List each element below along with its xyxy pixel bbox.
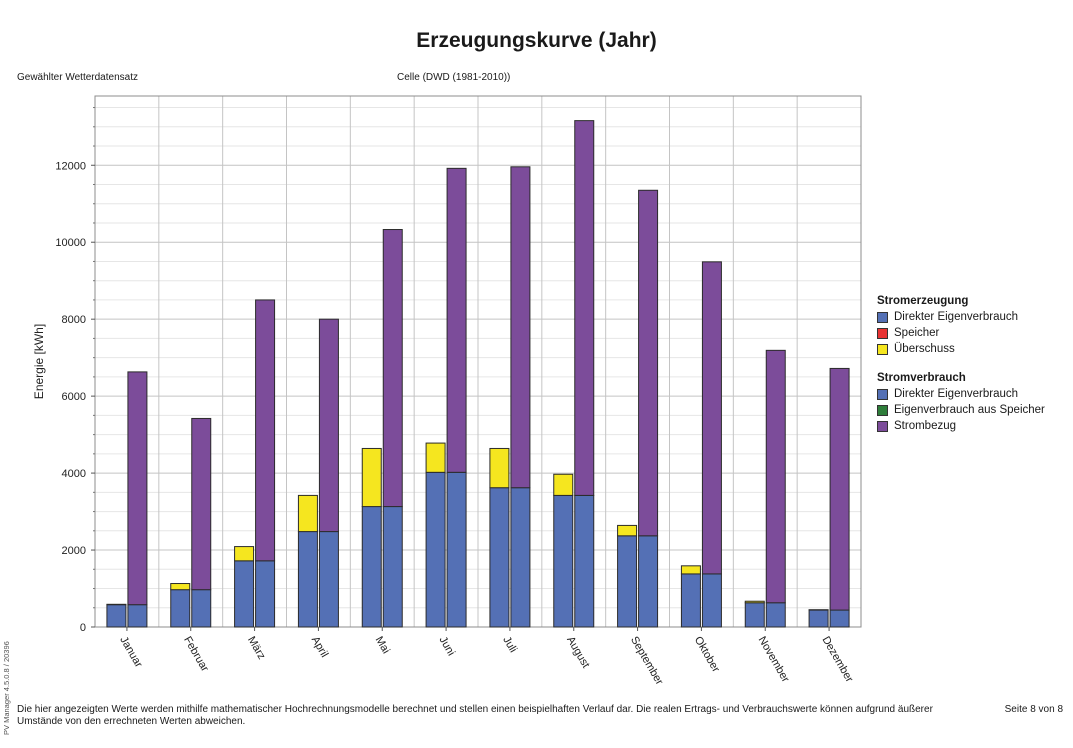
x-tick-label: November [756, 635, 792, 685]
bar-consumption-grid [701, 261, 722, 575]
legend-label: Strombezug [894, 420, 957, 432]
legend-item-generation-direct: Direkter Eigenverbrauch [877, 309, 1045, 325]
bar-consumption-direct [255, 560, 276, 628]
chart-title: Erzeugungskurve (Jahr) [416, 29, 657, 52]
weather-dataset-value: Celle (DWD (1981-2010)) [397, 72, 511, 83]
legend-swatch-surplus [877, 343, 888, 355]
x-tick-label: April [309, 635, 330, 660]
legend: Stromerzeugung Direkter Eigenverbrauch S… [877, 295, 1045, 434]
bar-generation-surplus [617, 524, 638, 537]
weather-dataset-label: Gewählter Wetterdatensatz [17, 72, 138, 83]
y-tick-label: 10000 [55, 237, 86, 249]
y-axis-label: Energie [kWh] [32, 324, 46, 399]
bar-consumption-direct [446, 471, 467, 628]
bar-chart: 0 2000 4000 6000 8000 10000 12000 Energie [kWh]… [32, 95, 862, 688]
bar-consumption-grid [446, 167, 467, 473]
bar-generation-direct [170, 589, 191, 628]
bar-consumption-grid [127, 371, 148, 606]
bar-generation-surplus [170, 583, 191, 591]
bar-consumption-direct [127, 604, 148, 628]
legend-label: Speicher [894, 327, 940, 339]
bar-consumption-grid [382, 229, 403, 508]
bar-generation-surplus [744, 600, 765, 604]
legend-swatch-storage-consumption [877, 404, 888, 416]
x-tick-label: Juli [500, 635, 519, 655]
legend-swatch-storage [877, 327, 888, 339]
bar-consumption-direct [765, 602, 786, 628]
bar-generation-direct [361, 506, 382, 628]
x-tick-label: August [564, 635, 592, 671]
bar-generation-surplus [297, 494, 318, 533]
bar-consumption-direct [382, 506, 403, 628]
bar-generation-surplus [234, 546, 255, 562]
bar-consumption-grid [765, 349, 786, 604]
bar-generation-direct [744, 602, 765, 628]
bar-consumption-direct [829, 609, 850, 628]
y-tick-label: 8000 [62, 314, 86, 326]
legend-label: Eigenverbrauch aus Speicher [894, 404, 1045, 416]
bar-consumption-grid [829, 367, 850, 611]
y-tick-label: 0 [80, 622, 86, 634]
x-tick-label: Februar [181, 635, 211, 675]
legend-label: Direkter Eigenverbrauch [894, 311, 1019, 323]
legend-label: Überschuss [894, 343, 955, 355]
bar-generation-direct [106, 604, 127, 628]
bar-consumption-grid [318, 318, 339, 533]
bar-consumption-direct [574, 494, 595, 628]
plot-frame [94, 95, 862, 628]
legend-item-generation-surplus: Überschuss [877, 341, 1045, 357]
bar-generation-direct [425, 471, 446, 628]
legend-item-generation-storage: Speicher [877, 325, 1045, 341]
bar-consumption-grid [510, 166, 531, 489]
page-number: Seite 8 von 8 [1004, 704, 1063, 715]
bar-consumption-direct [638, 535, 659, 628]
bar-generation-direct [680, 573, 701, 628]
x-tick-label: Dezember [819, 635, 855, 685]
legend-group-consumption: Stromverbrauch [877, 372, 966, 384]
legend-item-consumption-direct: Direkter Eigenverbrauch [877, 386, 1045, 402]
version-label: PV Manager 4.5.0.8 / 20396 [2, 641, 11, 735]
y-tick-label: 4000 [62, 468, 86, 480]
x-tick-label: September [628, 635, 665, 688]
bar-generation-surplus [361, 447, 382, 508]
bar-generation-surplus [489, 447, 510, 489]
y-tick-label: 2000 [62, 545, 86, 557]
legend-swatch-direct [877, 311, 888, 323]
bar-consumption-grid [638, 189, 659, 537]
legend-label: Direkter Eigenverbrauch [894, 388, 1019, 400]
bar-generation-direct [489, 487, 510, 628]
x-tick-label: Mai [373, 635, 392, 656]
legend-swatch-grid [877, 420, 888, 432]
bar-generation-surplus [425, 442, 446, 473]
bar-consumption-grid [574, 120, 595, 496]
x-tick-label: Juni [436, 635, 456, 658]
bar-consumption-direct [510, 487, 531, 628]
bar-generation-direct [808, 609, 829, 628]
bar-consumption-grid [191, 417, 212, 591]
legend-item-consumption-storage: Eigenverbrauch aus Speicher [877, 402, 1045, 418]
x-tick-label: Januar [117, 635, 144, 670]
bar-generation-surplus [680, 565, 701, 575]
bar-generation-direct [553, 494, 574, 628]
bar-generation-direct [297, 531, 318, 628]
bar-generation-surplus [553, 473, 574, 496]
legend-item-consumption-grid: Strombezug [877, 418, 1045, 434]
bar-consumption-direct [191, 589, 212, 628]
x-tick-label: März [245, 635, 268, 662]
legend-group-generation: Stromerzeugung [877, 295, 969, 307]
legend-swatch-direct [877, 388, 888, 400]
bar-generation-direct [234, 560, 255, 628]
y-tick-label: 12000 [55, 160, 86, 172]
bar-consumption-direct [701, 573, 722, 628]
x-tick-label: Oktober [692, 635, 722, 675]
bar-consumption-direct [318, 531, 339, 628]
y-tick-label: 6000 [62, 391, 86, 403]
bar-consumption-grid [255, 299, 276, 562]
bar-generation-direct [617, 535, 638, 628]
disclaimer-text: Die hier angezeigten Werte werden mithil… [17, 704, 933, 727]
